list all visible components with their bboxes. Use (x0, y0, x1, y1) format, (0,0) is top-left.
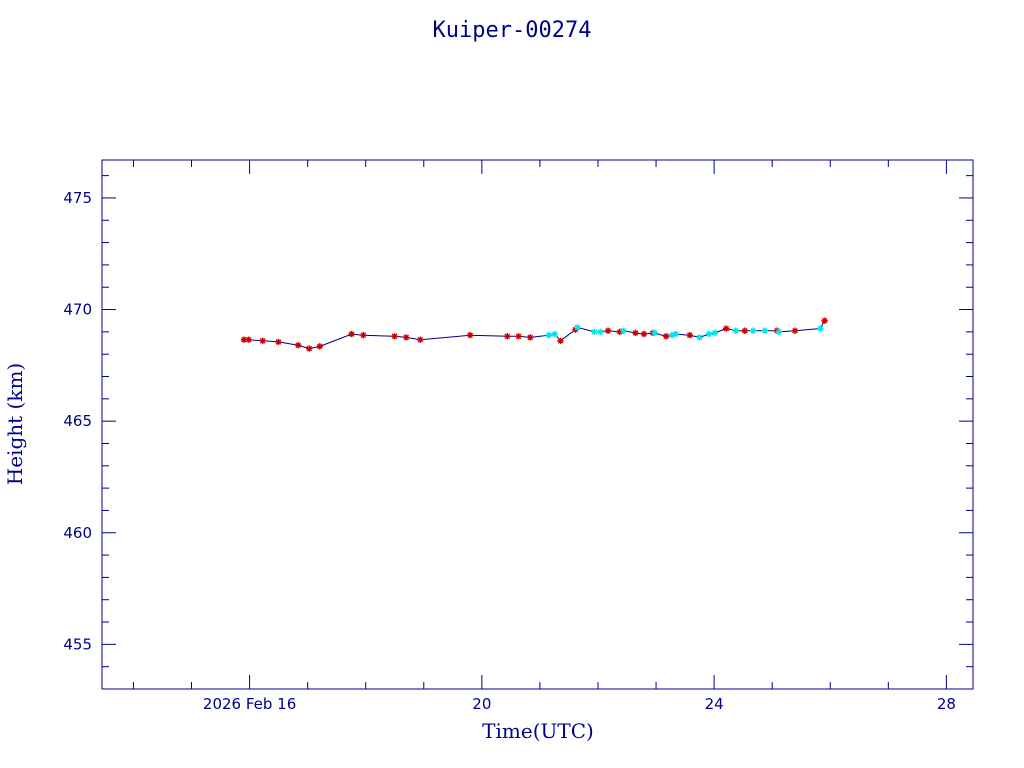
y-tick-label: 465 (63, 412, 92, 430)
data-point-red (791, 327, 799, 334)
data-point-cyan (551, 330, 559, 338)
y-axis-label: Height (km) (3, 363, 27, 485)
data-point-cyan (591, 328, 598, 336)
data-point-red (403, 334, 410, 341)
data-point-cyan (620, 327, 627, 334)
x-axis-label: Time(UTC) (482, 719, 594, 743)
data-point-cyan (672, 330, 680, 338)
data-point-red (557, 337, 564, 344)
data-point-red (821, 317, 828, 324)
chart-title: Kuiper-00274 (433, 18, 592, 43)
data-point-red (723, 325, 730, 332)
x-tick-label: 2026 Feb 16 (203, 695, 296, 713)
data-point-cyan (597, 328, 604, 336)
data-point-red (686, 332, 693, 339)
data-point-red (275, 338, 282, 346)
data-point-cyan (711, 329, 718, 337)
data-point-red (417, 336, 424, 343)
data-point-cyan (668, 332, 676, 339)
data-point-red (316, 343, 323, 350)
data-point-red (259, 337, 266, 344)
data-point-red (240, 336, 248, 343)
data-point-red (604, 327, 612, 334)
data-point-cyan (732, 327, 740, 334)
x-tick-label: 20 (472, 695, 491, 713)
data-point-red (640, 330, 648, 338)
data-point-red (662, 333, 670, 340)
y-tick-label: 455 (63, 635, 92, 653)
data-markers (240, 317, 828, 352)
data-point-red (527, 334, 534, 341)
data-point-cyan (750, 327, 757, 334)
data-point-red (294, 342, 302, 349)
data-point-cyan (705, 330, 713, 338)
data-point-cyan (696, 334, 703, 341)
y-tick-label: 475 (63, 189, 92, 207)
data-point-cyan (545, 332, 552, 339)
data-point-red (741, 327, 748, 334)
data-point-cyan (761, 327, 769, 334)
data-point-red (391, 333, 398, 340)
series-line (243, 320, 826, 350)
y-tick-label: 470 (63, 301, 92, 319)
x-tick-label: 24 (705, 695, 724, 713)
plot-frame (101, 159, 974, 690)
axis-ticks (102, 160, 973, 690)
y-tick-label: 460 (63, 524, 92, 542)
data-point-red (360, 332, 367, 339)
data-point-cyan (775, 328, 783, 336)
tick-labels: 2026 Feb 16 20 24 28 455 460 465 470 475 (63, 189, 956, 713)
data-point-red (306, 345, 313, 352)
data-point-red (348, 330, 355, 338)
data-point-cyan (817, 325, 824, 332)
x-tick-label: 28 (937, 695, 956, 713)
data-point-red (515, 333, 522, 340)
data-point-cyan (574, 324, 581, 331)
data-point-red (466, 332, 474, 339)
data-point-red (245, 336, 252, 343)
data-point-red (616, 328, 623, 336)
data-point-cyan (651, 329, 658, 337)
data-point-red (632, 329, 639, 337)
data-point-red (504, 333, 511, 340)
